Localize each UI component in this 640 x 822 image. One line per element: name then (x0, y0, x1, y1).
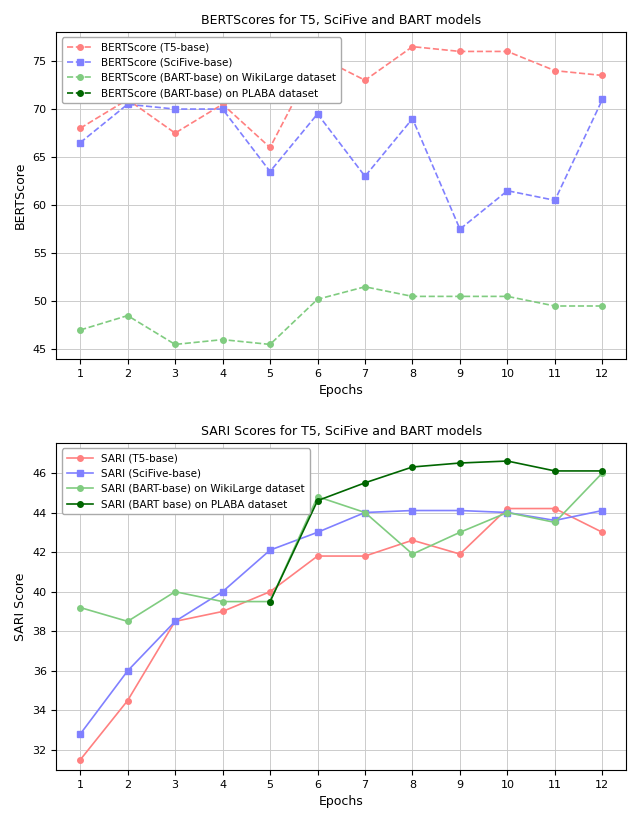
SARI (T5-base) (551, 504, 559, 514)
SARI (BART base) on PLABA dataset (266, 597, 274, 607)
Y-axis label: SARI Score: SARI Score (14, 572, 27, 640)
X-axis label: Epochs: Epochs (319, 795, 364, 808)
SARI (T5-base) (314, 551, 321, 561)
SARI (SciFive-base) (76, 729, 84, 739)
X-axis label: Epochs: Epochs (319, 384, 364, 397)
SARI (BART base) on PLABA dataset (551, 466, 559, 476)
BERTScore (SciFive-base) (172, 104, 179, 114)
SARI (T5-base) (172, 616, 179, 626)
BERTScore (SciFive-base) (124, 99, 131, 109)
SARI (SciFive-base) (124, 666, 131, 676)
Line: SARI (T5-base): SARI (T5-base) (77, 506, 605, 763)
Title: SARI Scores for T5, SciFive and BART models: SARI Scores for T5, SciFive and BART mod… (201, 425, 482, 438)
BERTScore (BART-base) on WikiLarge dataset (551, 301, 559, 311)
BERTScore (SciFive-base) (598, 95, 606, 104)
SARI (BART base) on PLABA dataset (456, 458, 464, 468)
BERTScore (SciFive-base) (551, 196, 559, 206)
BERTScore (BART-base) on WikiLarge dataset (598, 301, 606, 311)
BERTScore (SciFive-base) (408, 113, 416, 123)
BERTScore (BART-base) on WikiLarge dataset (314, 294, 321, 304)
SARI (T5-base) (361, 551, 369, 561)
SARI (BART base) on PLABA dataset (314, 496, 321, 506)
BERTScore (T5-base) (598, 71, 606, 81)
BERTScore (T5-base) (456, 47, 464, 57)
BERTScore (T5-base) (76, 123, 84, 133)
SARI (BART base) on PLABA dataset (408, 462, 416, 472)
Legend: SARI (T5-base), SARI (SciFive-base), SARI (BART-base) on WikiLarge dataset, SARI: SARI (T5-base), SARI (SciFive-base), SAR… (61, 449, 310, 515)
Line: SARI (BART base) on PLABA dataset: SARI (BART base) on PLABA dataset (268, 458, 605, 604)
SARI (SciFive-base) (408, 506, 416, 515)
SARI (SciFive-base) (361, 507, 369, 517)
BERTScore (BART-base) on WikiLarge dataset (172, 339, 179, 349)
SARI (SciFive-base) (456, 506, 464, 515)
SARI (BART base) on PLABA dataset (504, 456, 511, 466)
Legend: BERTScore (T5-base), BERTScore (SciFive-base), BERTScore (BART-base) on WikiLarg: BERTScore (T5-base), BERTScore (SciFive-… (61, 38, 341, 104)
Line: BERTScore (T5-base): BERTScore (T5-base) (77, 44, 605, 150)
BERTScore (T5-base) (551, 66, 559, 76)
SARI (T5-base) (76, 755, 84, 764)
BERTScore (SciFive-base) (219, 104, 227, 114)
SARI (BART base) on PLABA dataset (361, 478, 369, 487)
SARI (BART base) on PLABA dataset (598, 466, 606, 476)
BERTScore (BART-base) on WikiLarge dataset (124, 311, 131, 321)
BERTScore (T5-base) (361, 76, 369, 85)
Line: SARI (BART-base) on WikiLarge dataset: SARI (BART-base) on WikiLarge dataset (77, 470, 605, 624)
SARI (T5-base) (266, 587, 274, 597)
SARI (BART-base) on WikiLarge dataset (408, 549, 416, 559)
BERTScore (SciFive-base) (456, 224, 464, 234)
SARI (T5-base) (598, 528, 606, 538)
SARI (SciFive-base) (551, 515, 559, 525)
Line: BERTScore (BART-base) on WikiLarge dataset: BERTScore (BART-base) on WikiLarge datas… (77, 284, 605, 347)
SARI (BART-base) on WikiLarge dataset (172, 587, 179, 597)
SARI (T5-base) (504, 504, 511, 514)
Line: SARI (SciFive-base): SARI (SciFive-base) (77, 508, 605, 737)
SARI (SciFive-base) (598, 506, 606, 515)
BERTScore (T5-base) (124, 95, 131, 104)
BERTScore (SciFive-base) (314, 109, 321, 119)
BERTScore (BART-base) on WikiLarge dataset (76, 325, 84, 335)
SARI (BART-base) on WikiLarge dataset (124, 616, 131, 626)
BERTScore (T5-base) (314, 51, 321, 61)
BERTScore (BART-base) on WikiLarge dataset (219, 335, 227, 344)
BERTScore (T5-base) (266, 142, 274, 152)
BERTScore (T5-base) (408, 42, 416, 52)
SARI (BART-base) on WikiLarge dataset (266, 597, 274, 607)
BERTScore (T5-base) (172, 128, 179, 138)
BERTScore (T5-base) (219, 99, 227, 109)
BERTScore (T5-base) (504, 47, 511, 57)
SARI (SciFive-base) (504, 507, 511, 517)
Y-axis label: BERTScore: BERTScore (14, 162, 27, 229)
SARI (BART-base) on WikiLarge dataset (598, 468, 606, 478)
SARI (BART-base) on WikiLarge dataset (504, 507, 511, 517)
SARI (BART-base) on WikiLarge dataset (76, 603, 84, 612)
BERTScore (BART-base) on WikiLarge dataset (456, 292, 464, 302)
BERTScore (BART-base) on WikiLarge dataset (504, 292, 511, 302)
SARI (BART-base) on WikiLarge dataset (219, 597, 227, 607)
SARI (BART-base) on WikiLarge dataset (456, 528, 464, 538)
BERTScore (BART-base) on WikiLarge dataset (408, 292, 416, 302)
SARI (SciFive-base) (172, 616, 179, 626)
Title: BERTScores for T5, SciFive and BART models: BERTScores for T5, SciFive and BART mode… (201, 14, 481, 27)
Line: BERTScore (SciFive-base): BERTScore (SciFive-base) (77, 97, 605, 232)
SARI (BART-base) on WikiLarge dataset (314, 492, 321, 501)
BERTScore (SciFive-base) (266, 167, 274, 177)
BERTScore (SciFive-base) (76, 138, 84, 148)
SARI (T5-base) (124, 695, 131, 705)
BERTScore (SciFive-base) (361, 171, 369, 181)
SARI (SciFive-base) (266, 545, 274, 555)
BERTScore (SciFive-base) (504, 186, 511, 196)
SARI (SciFive-base) (219, 587, 227, 597)
SARI (SciFive-base) (314, 528, 321, 538)
BERTScore (BART-base) on WikiLarge dataset (361, 282, 369, 292)
SARI (BART-base) on WikiLarge dataset (361, 507, 369, 517)
BERTScore (BART-base) on WikiLarge dataset (266, 339, 274, 349)
SARI (T5-base) (408, 535, 416, 545)
SARI (BART-base) on WikiLarge dataset (551, 518, 559, 528)
SARI (T5-base) (456, 549, 464, 559)
SARI (T5-base) (219, 607, 227, 616)
